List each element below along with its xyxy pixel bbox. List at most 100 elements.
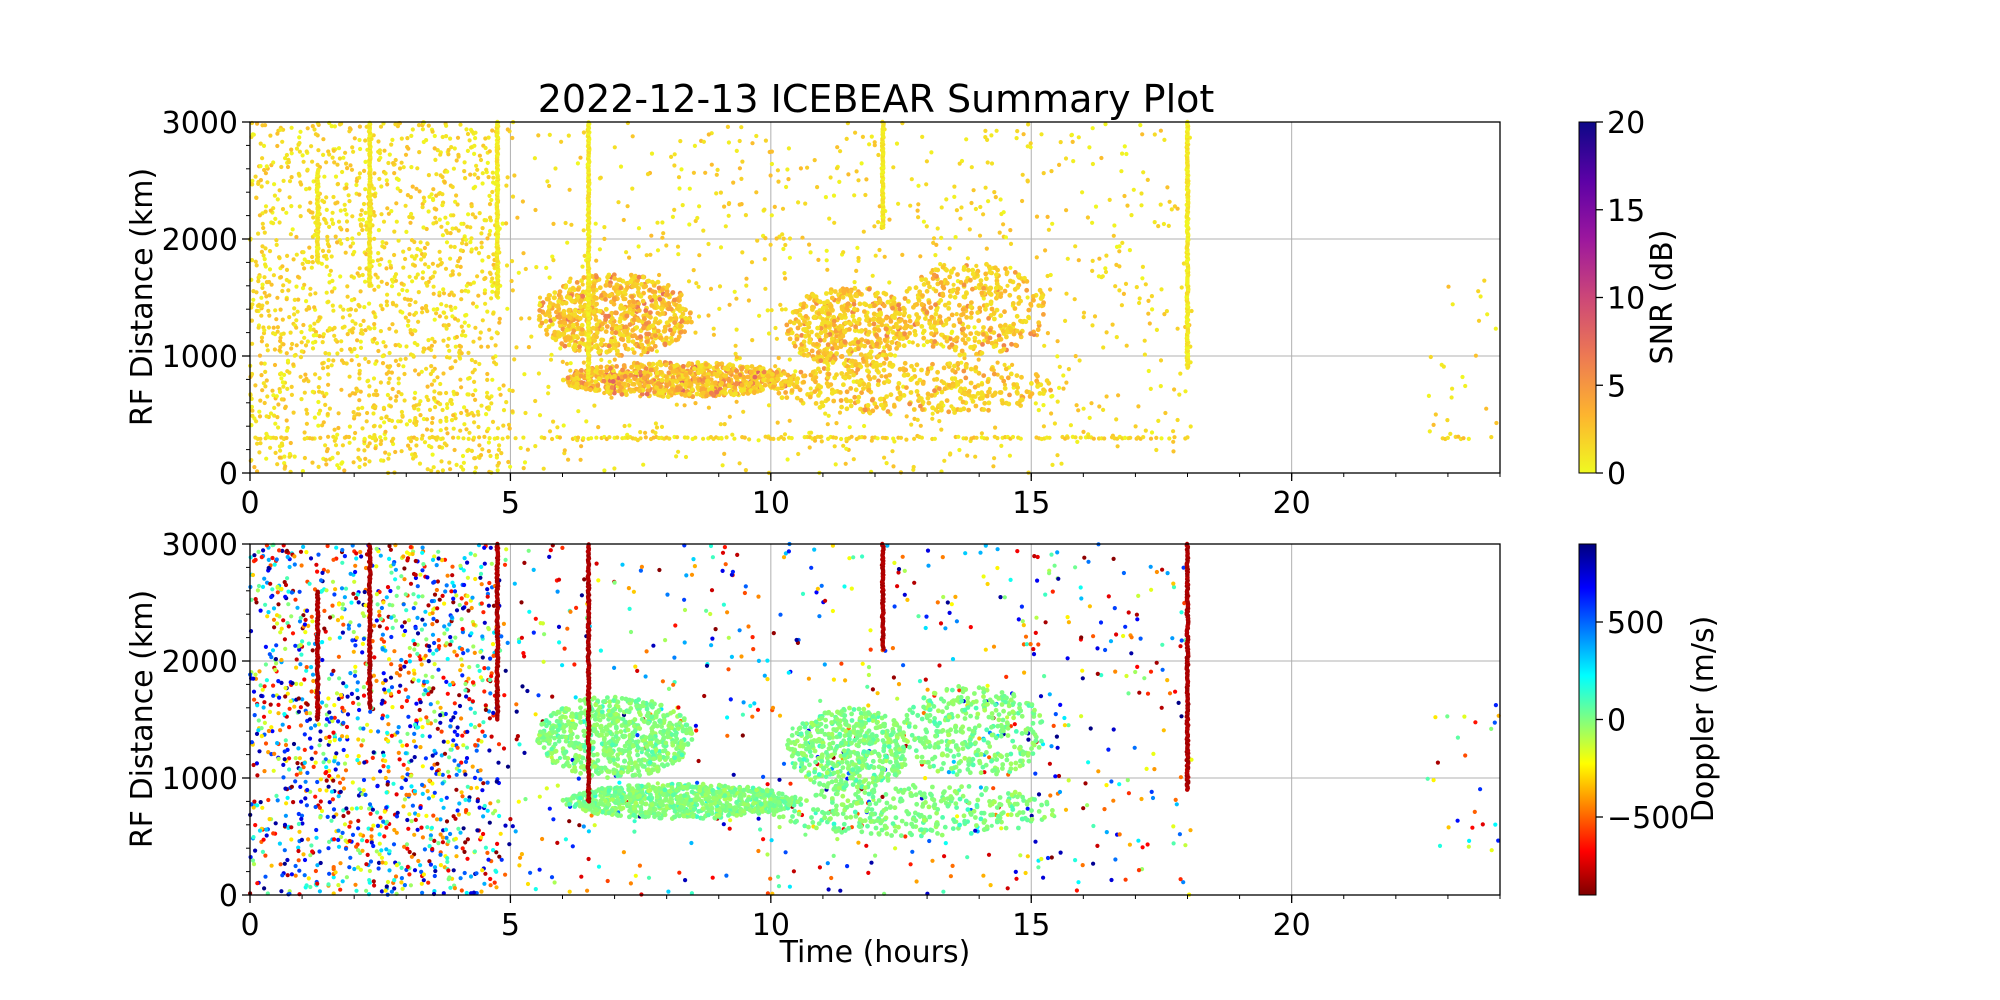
scatter-point — [249, 318, 254, 323]
scatter-point — [611, 296, 617, 301]
scatter-point — [661, 231, 666, 236]
scatter-point — [670, 290, 676, 295]
scatter-point — [628, 279, 634, 285]
scatter-point — [856, 346, 861, 352]
scatter-point — [931, 236, 937, 241]
scatter-point — [637, 382, 642, 387]
scatter-point — [408, 195, 413, 200]
scatter-point — [476, 424, 481, 430]
scatter-point — [431, 307, 436, 312]
scatter-point — [1034, 255, 1039, 260]
scatter-point — [415, 166, 420, 171]
scatter-point — [488, 453, 493, 459]
scatter-point — [457, 272, 462, 277]
scatter-point — [381, 219, 387, 224]
scatter-point — [874, 404, 879, 410]
scatter-point — [417, 150, 422, 155]
scatter-point — [474, 163, 479, 168]
scatter-point — [649, 151, 655, 156]
scatter-point — [847, 425, 852, 430]
scatter-point — [578, 304, 584, 309]
scatter-point — [387, 452, 392, 457]
scatter-point — [505, 127, 510, 132]
scatter-point — [644, 321, 649, 326]
scatter-point — [263, 369, 268, 374]
scatter-point — [628, 372, 634, 378]
scatter-point — [915, 417, 920, 422]
scatter-point — [784, 322, 790, 328]
scatter-point — [417, 402, 422, 407]
scatter-point — [1161, 221, 1166, 227]
scatter-point — [621, 363, 627, 368]
scatter-point — [430, 274, 436, 279]
scatter-point — [451, 389, 456, 394]
scatter-point — [387, 350, 392, 356]
scatter-point — [352, 346, 357, 352]
scatter-point — [320, 361, 325, 366]
scatter-point — [892, 312, 898, 317]
scatter-point — [959, 158, 965, 164]
scatter-point — [476, 251, 482, 256]
scatter-point — [569, 222, 574, 227]
scatter-point — [417, 461, 423, 466]
scatter-point — [1134, 285, 1139, 290]
scatter-point — [659, 424, 665, 429]
scatter-point — [1007, 392, 1012, 398]
scatter-point — [264, 294, 269, 299]
scatter-point — [807, 242, 812, 247]
scatter-point — [384, 178, 389, 183]
scatter-point — [1485, 312, 1490, 317]
scatter-point — [387, 259, 392, 264]
scatter-point — [734, 381, 739, 386]
scatter-point — [331, 308, 336, 313]
scatter-point — [551, 316, 557, 322]
scatter-point — [683, 382, 689, 387]
scatter-point — [376, 251, 381, 256]
scatter-point — [260, 221, 265, 226]
scatter-point — [434, 220, 439, 225]
scatter-point — [272, 362, 278, 368]
scatter-point — [353, 308, 358, 313]
scatter-point — [703, 362, 709, 367]
scatter-point — [352, 136, 357, 141]
scatter-point — [993, 285, 999, 291]
scatter-point — [277, 188, 282, 193]
scatter-point — [419, 369, 424, 374]
scatter-point — [444, 418, 449, 423]
scatter-point — [273, 216, 278, 221]
scatter-point — [989, 161, 995, 166]
scatter-point — [891, 335, 897, 341]
scatter-point — [924, 159, 930, 164]
scatter-point — [884, 326, 889, 332]
scatter-point — [581, 360, 587, 365]
scatter-point — [662, 341, 668, 347]
scatter-point — [683, 372, 689, 378]
scatter-point — [1427, 429, 1432, 434]
scatter-point — [460, 241, 465, 246]
scatter-point — [410, 127, 415, 132]
scatter-point — [1169, 207, 1174, 212]
scatter-point — [336, 219, 342, 224]
scatter-point — [323, 402, 328, 407]
scatter-point — [454, 158, 459, 163]
scatter-point — [1026, 314, 1031, 320]
scatter-point — [546, 324, 552, 330]
scatter-point — [1028, 141, 1033, 146]
scatter-point — [568, 368, 573, 373]
scatter-point — [1090, 220, 1095, 225]
scatter-point — [338, 225, 343, 230]
scatter-point — [1014, 313, 1020, 319]
scatter-point — [393, 278, 399, 283]
scatter-point — [609, 316, 615, 321]
scatter-point — [379, 184, 384, 189]
scatter-point — [409, 254, 414, 259]
scatter-point — [613, 310, 618, 316]
scatter-point — [291, 257, 296, 262]
scatter-point — [522, 460, 528, 465]
scatter-point — [1013, 342, 1018, 348]
scatter-point — [818, 330, 824, 336]
scatter-point — [438, 428, 443, 433]
scatter-point — [895, 385, 901, 391]
scatter-point — [809, 348, 815, 354]
scatter-point — [1046, 227, 1051, 232]
